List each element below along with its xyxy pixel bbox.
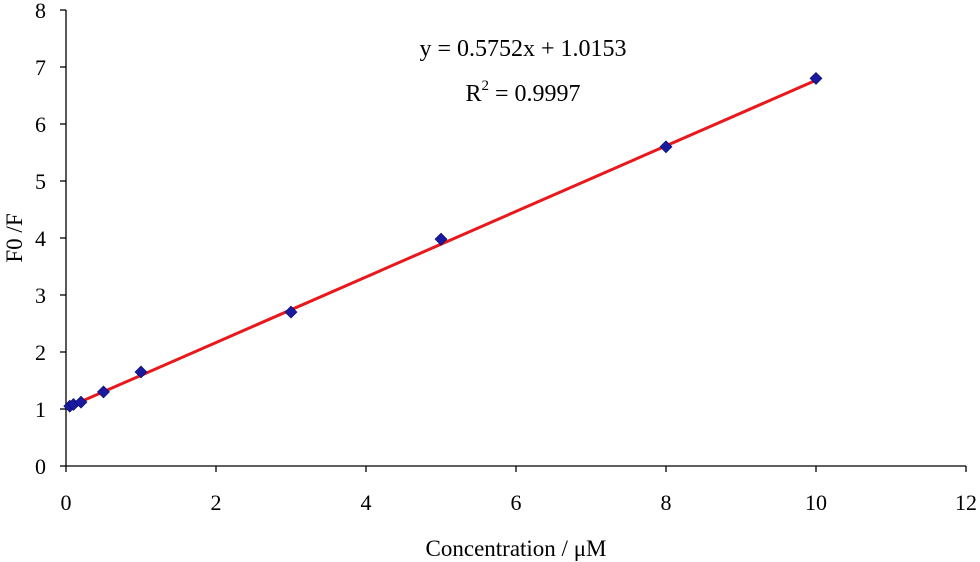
x-axis-ticks: 0 2 4 6 8 10 12 [61,466,977,515]
r-squared-label: R2 = 0.9997 [465,78,580,107]
y-tick-label: 4 [35,226,46,251]
y-tick-label: 6 [35,112,46,137]
y-tick-label: 3 [35,283,46,308]
y-axis-title: F0 /F [2,213,27,262]
x-tick-label: 0 [61,490,72,515]
y-tick-label: 7 [35,55,46,80]
y-tick-label: 2 [35,340,46,365]
data-point [284,305,298,319]
data-point [809,71,823,85]
x-tick-label: 2 [211,490,222,515]
x-axis-title: Concentration / μM [426,536,607,561]
y-tick-label: 5 [35,169,46,194]
data-point [97,385,110,399]
data-point [434,232,448,246]
r-squared-symbol: R [465,81,481,107]
r-squared-exponent: 2 [481,78,489,94]
x-tick-label: 12 [955,490,977,515]
y-tick-label: 0 [35,454,46,479]
trendline-equation: y = 0.5752x + 1.0153 [419,36,626,62]
data-points [63,71,823,413]
x-tick-label: 4 [361,490,372,515]
data-point [74,395,88,409]
data-point [659,140,673,154]
y-tick-label: 8 [35,0,46,23]
y-tick-label: 1 [35,397,46,422]
x-tick-label: 8 [661,490,672,515]
data-point [134,365,148,379]
x-tick-label: 6 [511,490,522,515]
x-tick-label: 10 [805,490,827,515]
y-axis-ticks: 0 1 2 3 4 5 6 7 8 [35,0,66,479]
r-squared-value: = 0.9997 [489,81,581,107]
